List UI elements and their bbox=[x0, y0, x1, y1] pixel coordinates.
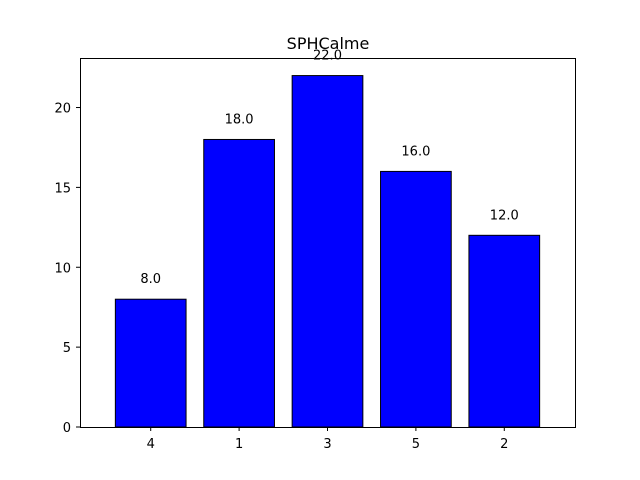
data-labels-group: 8.0 18.0 22.0 16.0 12.0 bbox=[140, 49, 518, 288]
bar-4 bbox=[114, 298, 187, 428]
data-label-4: 8.0 bbox=[140, 272, 161, 287]
y-tick-label-15: 15 bbox=[54, 181, 71, 196]
plot-frame bbox=[80, 58, 576, 428]
x-tick-label-5: 5 bbox=[412, 437, 420, 452]
bar-1 bbox=[203, 138, 275, 428]
x-tick-label-4: 4 bbox=[147, 437, 155, 452]
x-tick-label-3: 3 bbox=[323, 437, 331, 452]
x-tick-label-2: 2 bbox=[500, 437, 508, 452]
y-tick-label-5: 5 bbox=[63, 341, 71, 356]
y-tick-label-10: 10 bbox=[54, 261, 71, 276]
y-axis: 0 5 10 15 20 bbox=[54, 102, 80, 436]
y-tick-label-0: 0 bbox=[63, 421, 71, 436]
data-label-3: 22.0 bbox=[313, 49, 342, 64]
y-tick-label-20: 20 bbox=[54, 102, 71, 117]
data-label-2: 12.0 bbox=[490, 208, 519, 223]
data-label-1: 18.0 bbox=[225, 112, 254, 127]
bar-3 bbox=[291, 75, 364, 428]
bar-2 bbox=[468, 234, 541, 428]
data-label-5: 16.0 bbox=[401, 144, 430, 159]
chart-title: SPHCalme bbox=[287, 34, 370, 53]
bars-group bbox=[114, 75, 541, 428]
x-tick-label-1: 1 bbox=[235, 437, 243, 452]
bar-5 bbox=[380, 170, 452, 428]
